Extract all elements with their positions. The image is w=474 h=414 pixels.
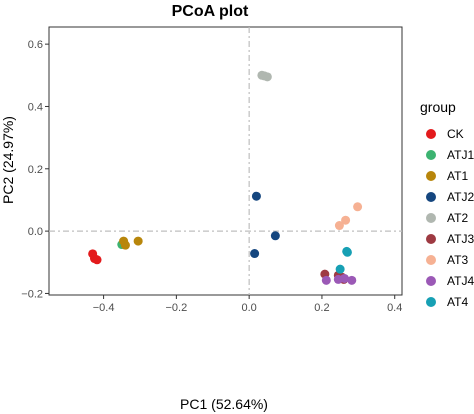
point-at1 (120, 240, 130, 250)
legend-key-at3 (426, 255, 436, 265)
legend-key-atj2 (426, 192, 436, 202)
legend-key-atj4 (426, 276, 436, 286)
y-tick-label: −0.2 (21, 288, 43, 300)
reference-lines (49, 27, 402, 295)
axis-ticks: −0.4 −0.2 0.0 0.2 0.4 −0.2 0.0 0.2 0.4 0.6 (21, 39, 402, 314)
x-tick-label: −0.4 (93, 302, 115, 314)
legend-label-at4: AT4 (447, 295, 468, 309)
point-at3 (334, 221, 344, 231)
legend-label-atj1: ATJ1 (447, 148, 474, 162)
x-tick-label: −0.2 (166, 302, 188, 314)
legend-key-atj1 (426, 150, 436, 160)
data-points (88, 70, 363, 285)
point-atj4 (347, 275, 357, 285)
x-tick-label: 0.4 (387, 302, 402, 314)
point-atj2 (251, 191, 261, 201)
point-atj4 (340, 273, 350, 283)
point-at2 (262, 72, 272, 82)
x-tick-label: 0.0 (242, 302, 257, 314)
x-tick-label: 0.2 (314, 302, 329, 314)
point-ck (92, 255, 102, 265)
legend-key-at2 (426, 213, 436, 223)
chart-title: PCoA plot (172, 3, 249, 20)
point-at4 (342, 247, 352, 257)
point-atj2 (250, 249, 260, 259)
point-atj2 (270, 231, 280, 241)
legend-label-ck: CK (447, 127, 464, 141)
legend-key-at1 (426, 171, 436, 181)
legend-label-atj4: ATJ4 (447, 274, 474, 288)
legend-label-at1: AT1 (447, 169, 468, 183)
legend-label-at2: AT2 (447, 211, 468, 225)
legend-label-atj3: ATJ3 (447, 232, 474, 246)
legend-label-atj2: ATJ2 (447, 190, 474, 204)
y-axis-title: PC2 (24.97%) (0, 116, 16, 204)
point-at3 (341, 215, 351, 225)
y-tick-label: 0.6 (28, 39, 43, 51)
legend-key-ck (426, 129, 436, 139)
y-tick-label: 0.4 (28, 101, 43, 113)
point-at4 (335, 264, 345, 274)
x-axis-title: PC1 (52.64%) (180, 396, 268, 412)
legend-key-at4 (426, 297, 436, 307)
y-tick-label: 0.0 (28, 226, 43, 238)
y-tick-label: 0.2 (28, 164, 43, 176)
legend-key-atj3 (426, 234, 436, 244)
legend-label-at3: AT3 (447, 253, 468, 267)
point-at3 (353, 202, 363, 212)
point-atj4 (321, 275, 331, 285)
point-at1 (133, 236, 143, 246)
legend: CK ATJ1 AT1 ATJ2 AT2 ATJ3 AT3 ATJ4 AT4 (426, 127, 474, 309)
legend-title: group (420, 99, 456, 115)
